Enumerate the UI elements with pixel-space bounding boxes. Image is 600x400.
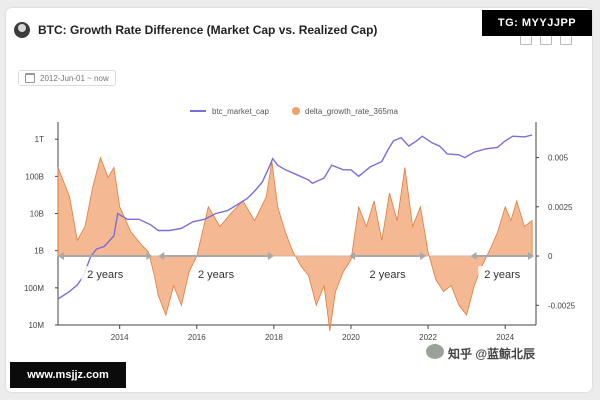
chart-header: BTC: Growth Rate Difference (Market Cap … <box>14 22 377 38</box>
date-range-selector[interactable]: 2012-Jun-01 ~ now <box>18 70 116 86</box>
y-right-tick-label: 0.0025 <box>548 203 573 212</box>
annotation-arrowhead <box>470 252 477 261</box>
zhihu-logo-icon <box>426 344 444 359</box>
y-left-tick-label: 100M <box>24 284 44 293</box>
site-watermark: www.msjjz.com <box>10 362 126 388</box>
x-tick-label: 2024 <box>496 333 514 342</box>
chart-title: BTC: Growth Rate Difference (Market Cap … <box>38 23 378 37</box>
legend-label: btc_market_cap <box>212 107 269 116</box>
x-tick-label: 2018 <box>265 333 283 342</box>
legend-label: delta_growth_rate_365ma <box>305 107 399 116</box>
x-tick-label: 2020 <box>342 333 360 342</box>
zhihu-watermark: 知乎 @蓝鲸北辰 <box>448 347 536 361</box>
annotation-label: 2 years <box>87 269 124 281</box>
legend-delta-swatch <box>292 107 300 115</box>
x-tick-label: 2014 <box>111 333 129 342</box>
annotation-label-bg <box>363 266 412 282</box>
y-right-tick-label: 0 <box>548 252 553 261</box>
annotation-arrowhead <box>58 252 64 261</box>
annotation-label-bg <box>478 266 527 282</box>
y-left-tick-label: 10B <box>30 210 44 219</box>
annotation-arrowhead <box>158 252 165 261</box>
x-tick-label: 2022 <box>419 333 437 342</box>
telegram-watermark: TG: MYYJJPP <box>482 10 592 36</box>
annotation-arrowhead <box>267 252 274 261</box>
annotation-label-bg <box>81 266 130 282</box>
annotation-arrowhead <box>420 252 427 261</box>
y-left-tick-label: 100B <box>25 172 44 181</box>
y-left-tick-label: 10M <box>28 321 44 330</box>
author-avatar[interactable] <box>14 22 30 38</box>
y-right-tick-label: 0.005 <box>548 154 569 163</box>
y-left-tick-label: 1T <box>35 135 44 144</box>
annotation-label: 2 years <box>198 269 235 281</box>
annotation-label: 2 years <box>484 269 521 281</box>
annotation-label: 2 years <box>370 269 407 281</box>
annotation-arrowhead <box>146 252 153 261</box>
market-cap-line <box>57 134 533 300</box>
date-range-label: 2012-Jun-01 ~ now <box>40 73 109 83</box>
x-tick-label: 2016 <box>188 333 206 342</box>
y-left-tick-label: 1B <box>34 247 44 256</box>
annotation-arrowhead <box>349 252 356 261</box>
y-right-tick-label: -0.0025 <box>548 301 576 310</box>
annotation-label-bg <box>192 266 241 282</box>
annotation-arrowhead <box>528 252 535 261</box>
calendar-icon <box>25 73 35 83</box>
delta-growth-area <box>57 156 533 331</box>
